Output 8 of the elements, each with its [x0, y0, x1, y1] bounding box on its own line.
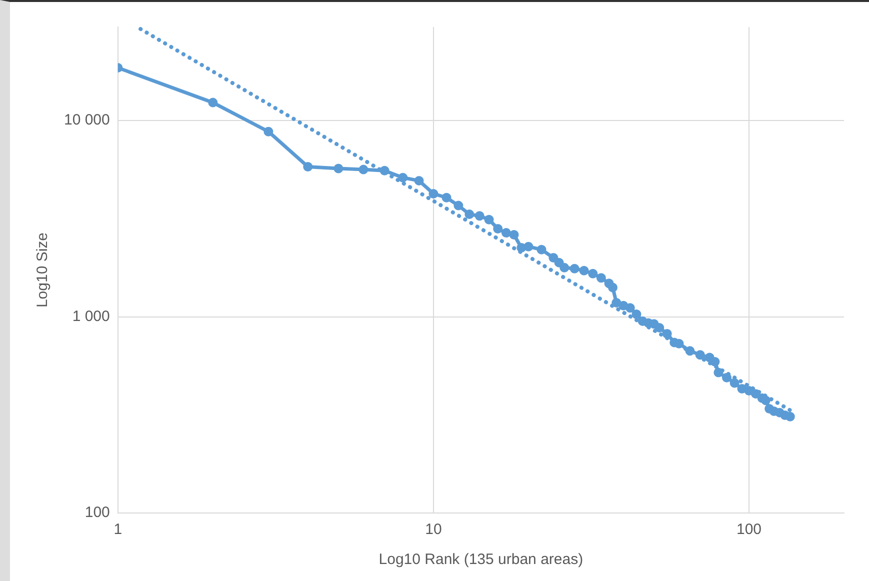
y-tick-label: 1 000 — [72, 308, 110, 325]
y-axis-title: Log10 Size — [34, 232, 52, 308]
x-tick-label: 1 — [114, 521, 122, 538]
x-tick-label: 100 — [736, 521, 762, 538]
x-axis-title: Log10 Rank (135 urban areas) — [378, 551, 584, 568]
y-tick-label: 10 000 — [64, 112, 110, 129]
x-tick-label: 10 — [425, 521, 442, 538]
y-tick-label: 100 — [84, 504, 110, 522]
